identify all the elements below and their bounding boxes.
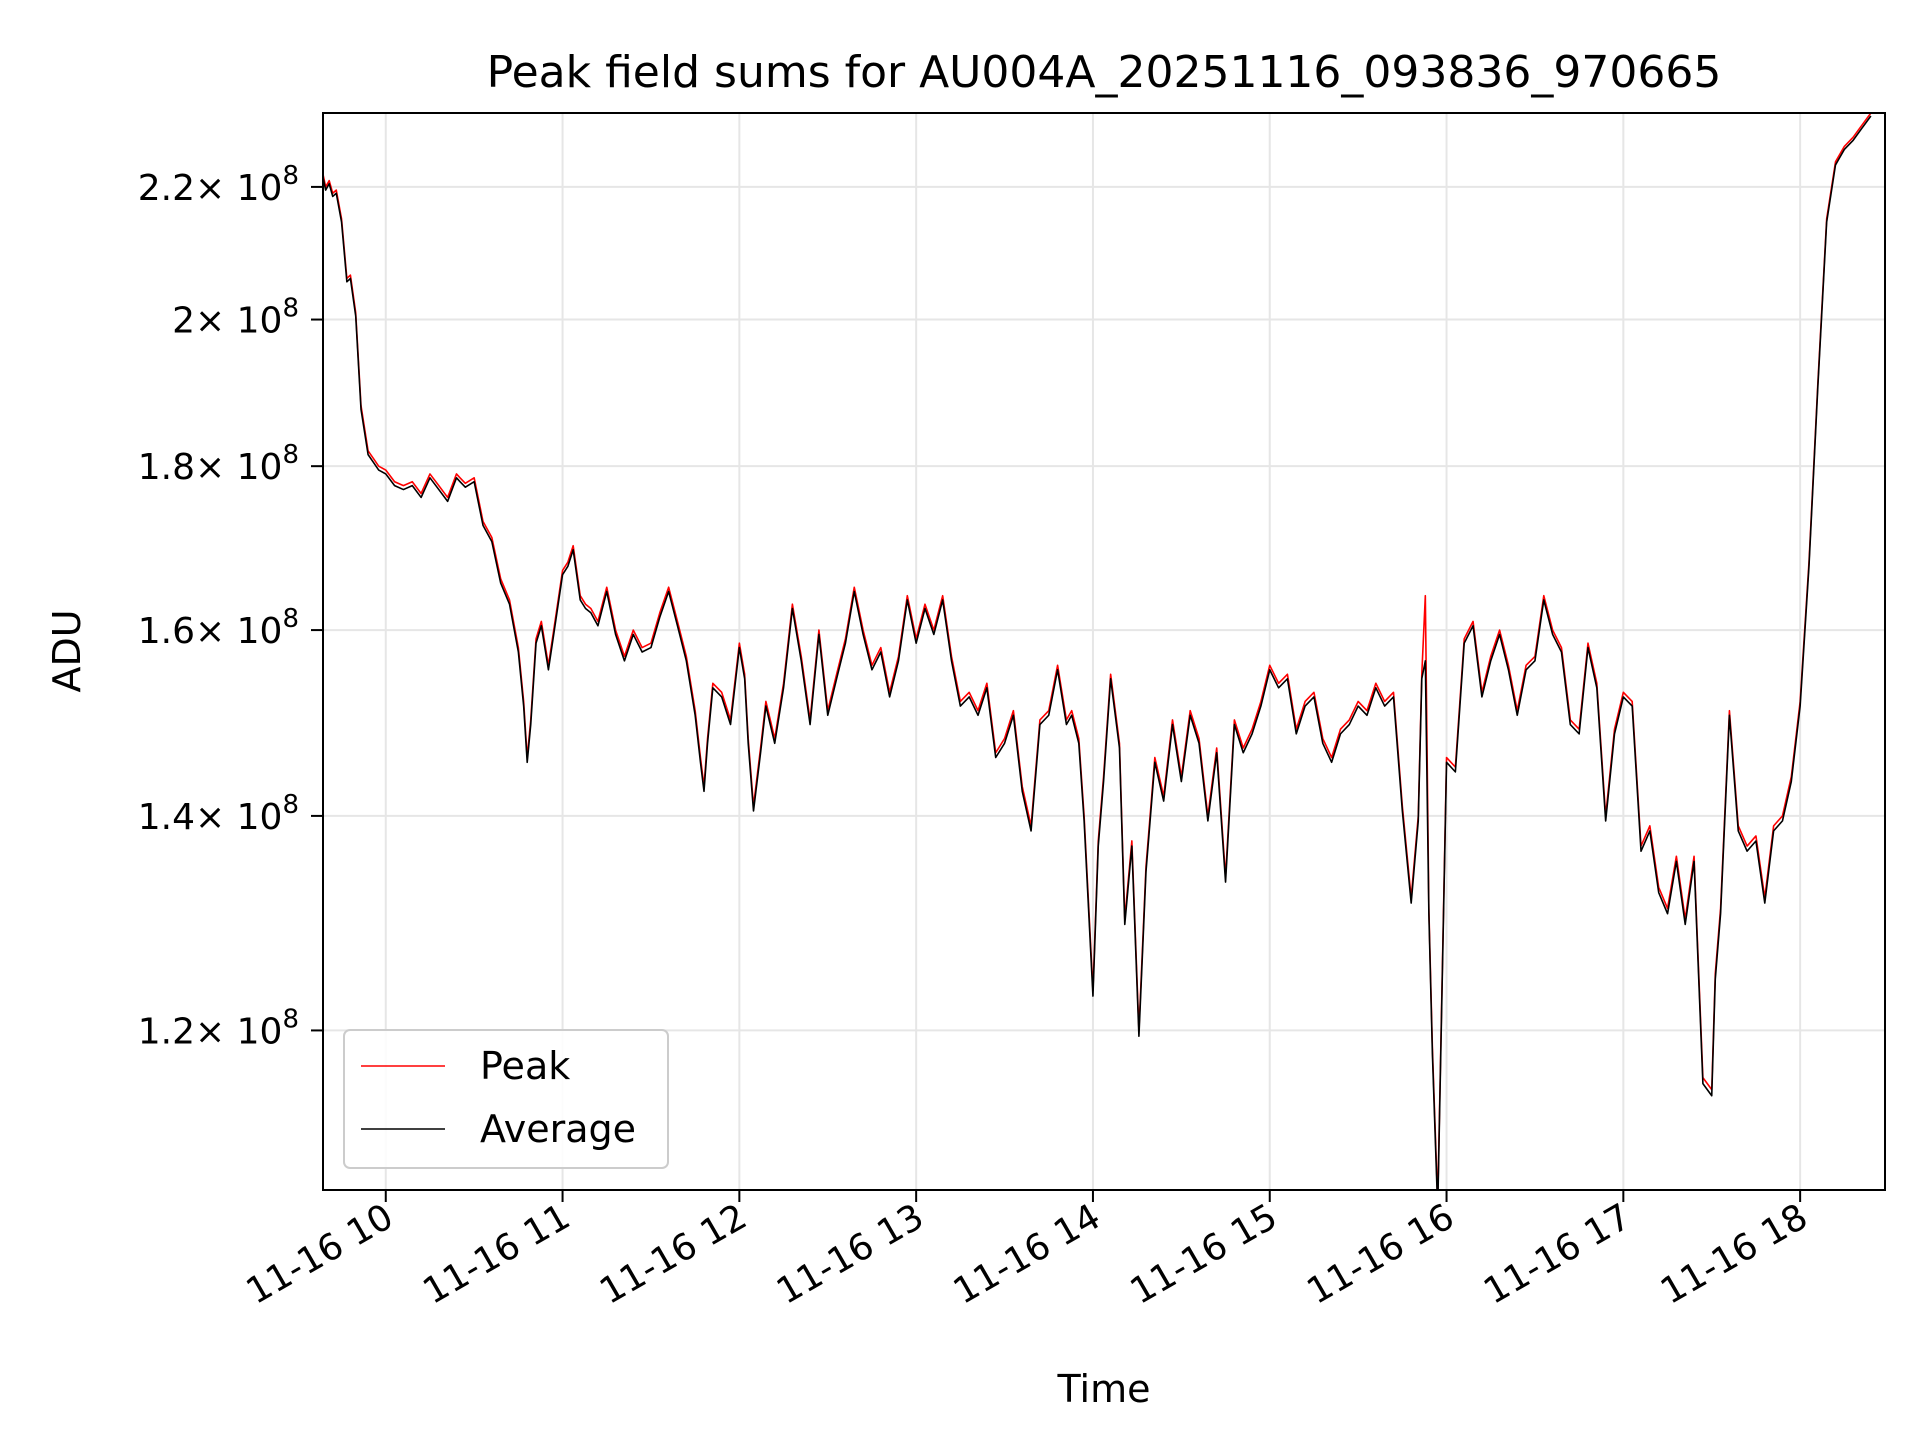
- x-tick-label: 11-16 17: [1477, 1196, 1638, 1312]
- y-axis-label: ADU: [45, 609, 89, 692]
- x-tick-label: 11-16 14: [947, 1196, 1108, 1312]
- grid: [323, 113, 1885, 1190]
- y-tick-label: 1.4× 108: [138, 790, 299, 838]
- legend: Peak Average: [343, 1029, 669, 1169]
- legend-label-peak: Peak: [480, 1044, 570, 1088]
- chart-title: Peak field sums for AU004A_20251116_0938…: [487, 47, 1722, 98]
- legend-label-average: Average: [480, 1107, 636, 1151]
- series-line-average: [323, 115, 1872, 1190]
- series-lines: [323, 113, 1872, 1190]
- x-tick-label: 11-16 15: [1124, 1196, 1285, 1312]
- y-tick-label: 2× 108: [172, 294, 299, 342]
- x-axis: 11-16 10 11-16 11 11-16 12 11-16 13 11-16 14…: [240, 1190, 1815, 1313]
- y-tick-label: 2.2× 108: [138, 161, 299, 209]
- plot-frame: [322, 112, 1886, 1191]
- x-tick-label: 11-16 16: [1300, 1196, 1461, 1312]
- x-tick-label: 11-16 18: [1654, 1196, 1815, 1312]
- x-tick-label: 11-16 12: [593, 1196, 754, 1312]
- y-axis: 1.2× 108 1.4× 108 1.6× 108 1.8× 108 2× 108 2.…: [138, 161, 323, 1052]
- x-tick-label: 11-16 13: [770, 1196, 931, 1312]
- x-tick-label: 11-16 11: [416, 1196, 577, 1312]
- y-tick-label: 1.6× 108: [138, 604, 299, 652]
- x-axis-label: Time: [1057, 1367, 1151, 1411]
- y-tick-label: 1.2× 108: [138, 1004, 299, 1052]
- legend-box: [343, 1029, 669, 1169]
- y-tick-label: 1.8× 108: [138, 440, 299, 488]
- x-tick-label: 11-16 10: [240, 1196, 401, 1312]
